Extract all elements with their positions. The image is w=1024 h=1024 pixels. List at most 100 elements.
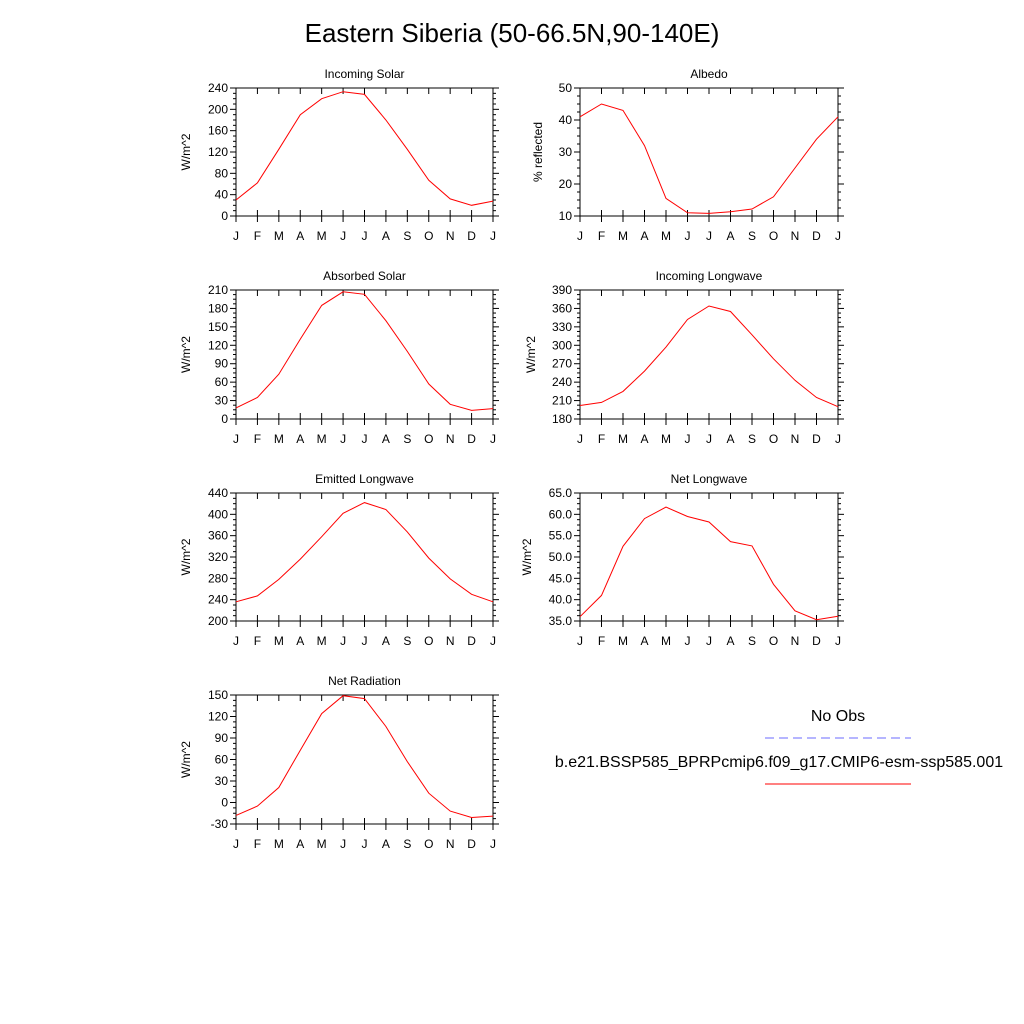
legend-obs-label: No Obs	[811, 708, 865, 725]
x-tick-label: O	[424, 634, 433, 648]
x-tick-label: M	[317, 229, 327, 243]
series-line	[579, 103, 839, 214]
x-tick-label: J	[490, 634, 496, 648]
x-tick-label: J	[577, 634, 583, 648]
x-tick-label: J	[233, 432, 239, 446]
x-tick-label: F	[254, 229, 261, 243]
x-tick-label: M	[317, 837, 327, 851]
y-tick-label: 10	[559, 209, 573, 223]
y-tick-label: 180	[552, 412, 572, 426]
y-tick-label: 90	[215, 731, 229, 745]
panel-title: Net Radiation	[328, 674, 401, 688]
x-tick-label: M	[661, 229, 671, 243]
x-tick-label: A	[640, 634, 648, 648]
x-tick-label: D	[467, 432, 476, 446]
y-tick-label: 30	[215, 774, 229, 788]
legend-model-label: b.e21.BSSP585_BPRPcmip6.f09_g17.CMIP6-es…	[555, 754, 1003, 771]
x-tick-label: M	[274, 229, 284, 243]
x-tick-label: N	[791, 432, 800, 446]
x-tick-label: F	[254, 837, 261, 851]
y-tick-label: 120	[208, 338, 228, 352]
series-line	[235, 695, 494, 819]
y-tick-label: 40	[559, 113, 573, 127]
y-tick-label: 280	[208, 571, 228, 585]
y-axis-label: % reflected	[531, 122, 545, 182]
x-tick-label: N	[446, 837, 455, 851]
y-tick-label: 65.0	[549, 486, 573, 500]
y-tick-label: 330	[552, 320, 572, 334]
x-tick-label: S	[403, 837, 411, 851]
y-tick-label: 80	[215, 166, 229, 180]
x-tick-label: A	[726, 432, 734, 446]
x-tick-label: F	[254, 634, 261, 648]
y-tick-label: 55.0	[549, 529, 573, 543]
x-tick-label: D	[812, 432, 821, 446]
plot-frame	[579, 289, 839, 420]
y-tick-label: 320	[208, 550, 228, 564]
x-tick-label: M	[618, 432, 628, 446]
x-tick-label: J	[233, 229, 239, 243]
x-tick-label: J	[490, 432, 496, 446]
x-tick-label: O	[769, 229, 778, 243]
x-tick-label: S	[748, 634, 756, 648]
y-tick-label: 60	[215, 375, 229, 389]
y-tick-label: 150	[208, 688, 228, 702]
x-tick-label: J	[362, 837, 368, 851]
x-tick-label: M	[274, 837, 284, 851]
y-tick-label: 120	[208, 710, 228, 724]
x-tick-label: F	[598, 229, 605, 243]
x-tick-label: A	[382, 432, 390, 446]
x-tick-label: A	[640, 432, 648, 446]
panel-title: Emitted Longwave	[315, 472, 414, 486]
plot-frame	[579, 87, 839, 217]
x-tick-label: O	[424, 837, 433, 851]
x-tick-label: J	[362, 229, 368, 243]
x-tick-label: J	[490, 837, 496, 851]
x-tick-label: J	[706, 229, 712, 243]
plot-frame	[235, 694, 494, 825]
x-tick-label: A	[296, 634, 304, 648]
y-tick-label: 50.0	[549, 550, 573, 564]
x-tick-label: M	[317, 432, 327, 446]
y-tick-label: 60.0	[549, 507, 573, 521]
x-tick-label: M	[274, 634, 284, 648]
y-tick-label: 0	[221, 209, 228, 223]
panel-title: Absorbed Solar	[323, 269, 406, 283]
panel-title: Albedo	[690, 67, 728, 81]
y-tick-label: 240	[208, 81, 228, 95]
x-tick-label: S	[403, 432, 411, 446]
x-tick-label: D	[467, 634, 476, 648]
x-tick-label: D	[467, 837, 476, 851]
y-axis-label: W/m^2	[524, 336, 538, 373]
plot-frame	[235, 492, 494, 622]
x-tick-label: S	[403, 229, 411, 243]
x-tick-label: O	[769, 634, 778, 648]
y-tick-label: 45.0	[549, 571, 573, 585]
x-tick-label: O	[424, 432, 433, 446]
x-tick-label: J	[340, 229, 346, 243]
x-tick-label: D	[812, 229, 821, 243]
panel-title: Incoming Longwave	[656, 269, 763, 283]
x-tick-label: O	[424, 229, 433, 243]
y-tick-label: 0	[221, 412, 228, 426]
x-tick-label: J	[706, 432, 712, 446]
x-tick-label: J	[685, 229, 691, 243]
legend: No Obs b.e21.BSSP585_BPRPcmip6.f09_g17.CM…	[555, 708, 1003, 785]
figure-title: Eastern Siberia (50-66.5N,90-140E)	[304, 18, 720, 48]
y-tick-label: 210	[552, 394, 572, 408]
x-tick-label: J	[835, 634, 841, 648]
x-tick-label: A	[296, 432, 304, 446]
y-tick-label: 270	[552, 357, 572, 371]
x-tick-label: J	[685, 432, 691, 446]
panel-title: Net Longwave	[671, 472, 748, 486]
y-tick-label: 200	[208, 614, 228, 628]
y-axis-label: W/m^2	[179, 741, 193, 778]
y-tick-label: 440	[208, 486, 228, 500]
y-tick-label: 160	[208, 124, 228, 138]
